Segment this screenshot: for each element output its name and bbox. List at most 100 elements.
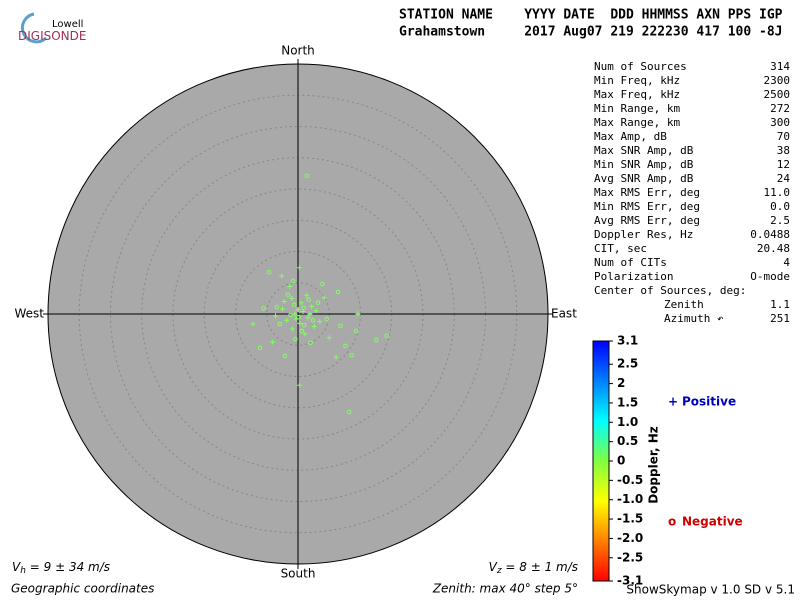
source-circle	[373, 337, 379, 343]
source-circle	[301, 305, 306, 311]
stat-label: Doppler Res, Hz	[594, 228, 693, 241]
source-circle	[277, 321, 283, 327]
source-circle	[349, 352, 355, 358]
source-circle	[306, 297, 311, 302]
stat-value: 20.48	[757, 242, 790, 255]
velocity-symbol: V	[489, 560, 498, 574]
source-circle	[324, 316, 330, 322]
source-plus	[298, 300, 304, 306]
stat-label: Max Amp, dB	[594, 130, 667, 143]
source-circle	[288, 312, 293, 318]
source-plus	[279, 306, 285, 312]
source-plus	[295, 307, 301, 313]
source-plus	[326, 335, 332, 341]
colorbar-tick-label: 0.5	[617, 434, 638, 448]
stat-label: Min Range, km	[594, 102, 680, 115]
colorbar-tick-label: -0.5	[617, 473, 643, 487]
stat-value: 12	[777, 158, 790, 171]
source-circle	[299, 328, 305, 334]
source-circle	[261, 306, 266, 311]
stat-value: 2300	[764, 74, 791, 87]
stat-label: Num of Sources	[594, 60, 687, 73]
stat-value: 70	[777, 130, 790, 143]
coordinates-note: Geographic coordinates	[11, 582, 154, 596]
stat-label: Avg SNR Amp, dB	[594, 172, 694, 185]
stat-label: Max Range, km	[594, 116, 680, 129]
logo-swoosh	[20, 12, 48, 44]
source-circle	[384, 333, 390, 339]
legend-label: Positive	[682, 395, 736, 409]
colorbar-label: Doppler, Hz	[647, 426, 661, 504]
stat-label: Max RMS Err, deg	[594, 186, 700, 199]
source-plus	[287, 284, 293, 289]
stat-value: 0.0488	[750, 228, 790, 241]
source-circle	[308, 340, 313, 346]
source-circle	[301, 322, 307, 328]
colorbar-tick-label: 1.0	[617, 415, 638, 429]
source-circle	[315, 300, 321, 306]
source-circle	[343, 343, 348, 349]
source-plus	[292, 311, 298, 317]
stat-value: 272	[770, 102, 790, 115]
colorbar-tick-label: -2.0	[617, 531, 643, 545]
stat-label: Max SNR Amp, dB	[594, 144, 694, 157]
logo-bottom: DIGISONDE	[18, 29, 86, 43]
stat-value: 4	[783, 256, 790, 269]
source-plus	[333, 354, 339, 360]
source-circle	[320, 281, 325, 287]
source-circle	[346, 409, 352, 415]
source-circle	[338, 323, 343, 329]
colorbar-tick-label: -1.5	[617, 512, 643, 526]
source-plus	[317, 319, 323, 324]
stat-label: Avg RMS Err, deg	[594, 214, 700, 227]
source-circle	[353, 328, 359, 334]
header-labels: STATION NAME YYYY DATE DDD HHMMSS AXN PP…	[399, 8, 783, 23]
source-plus	[296, 265, 302, 271]
stat-label: Max Freq, kHz	[594, 88, 680, 101]
stat-value: 251	[770, 312, 790, 325]
stat-label: Center of Sources, deg:	[594, 284, 746, 297]
header-values: Grahamstown 2017 Aug07 219 222230 417 10…	[399, 25, 783, 40]
colorbar-tick-label: 3.1	[617, 334, 638, 348]
stat-label: Num of CITs	[594, 256, 667, 269]
velocity-sub: h	[20, 566, 26, 576]
colorbar-tick-label: -1.0	[617, 492, 643, 506]
colorbar-tick-label: 0	[617, 454, 625, 468]
logo-top: Lowell	[52, 19, 83, 30]
stat-value: 2.5	[770, 214, 790, 227]
south-label: South	[281, 567, 316, 581]
stat-value: 314	[770, 60, 790, 73]
source-circle	[293, 336, 298, 342]
version-note: ShowSkymap v 1.0 SD v 5.1	[626, 583, 795, 597]
colorbar-tick-label: 2.5	[617, 357, 638, 371]
source-plus	[296, 382, 302, 388]
source-plus	[302, 331, 308, 337]
colorbar-tick-label: -3.1	[617, 574, 643, 588]
source-plus	[355, 311, 361, 317]
stat-value: 300	[770, 116, 790, 129]
source-plus	[304, 292, 310, 298]
zenith-note: Zenith: max 40° step 5°	[432, 582, 578, 596]
source-plus	[289, 295, 295, 301]
north-label: North	[281, 44, 315, 58]
velocity-symbol: V	[12, 560, 21, 574]
source-circle	[274, 304, 280, 310]
velocity-text: = 8 ± 1 m/s	[502, 560, 578, 574]
source-circle	[296, 314, 301, 320]
source-plus	[311, 324, 317, 329]
source-circle	[290, 278, 296, 284]
source-plus	[297, 320, 303, 326]
source-plus	[321, 295, 327, 301]
legend-label: Negative	[682, 515, 743, 529]
colorbar-tick-label: -2.5	[617, 550, 643, 564]
stat-value: 1.1	[770, 298, 790, 311]
source-circle	[291, 302, 297, 307]
velocity-text: = 9 ± 34 m/s	[26, 560, 110, 574]
stat-value: 0.0	[770, 200, 790, 213]
stat-label: Min SNR Amp, dB	[594, 158, 694, 171]
colorbar-tick-label: 2	[617, 376, 625, 390]
source-circle	[282, 353, 288, 359]
stat-value: 11.0	[764, 186, 791, 199]
source-plus	[279, 273, 285, 279]
